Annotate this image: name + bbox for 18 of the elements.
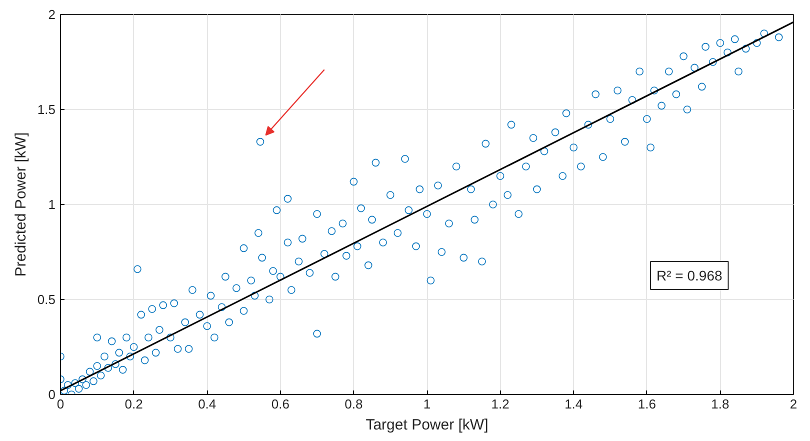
y-tick-label: 0.5 bbox=[37, 292, 56, 307]
x-tick-label: 0.2 bbox=[124, 396, 143, 412]
x-tick-label: 1.2 bbox=[491, 396, 510, 412]
y-tick-label: 1 bbox=[48, 197, 56, 212]
x-tick-label: 1.8 bbox=[711, 396, 730, 412]
x-tick-label: 1 bbox=[423, 396, 431, 412]
x-tick-label: 0.8 bbox=[344, 396, 363, 412]
x-tick-label: 0.4 bbox=[198, 396, 216, 412]
y-axis-title: Predicted Power [kW] bbox=[12, 132, 30, 277]
y-tick-label: 0 bbox=[48, 387, 56, 402]
x-tick-label: 0.6 bbox=[271, 396, 290, 412]
x-axis-title: Target Power [kW] bbox=[366, 416, 488, 434]
y-tick-label: 2 bbox=[48, 7, 56, 22]
y-tick-label: 1.5 bbox=[37, 102, 56, 117]
annotation: R² = 0.968 bbox=[656, 268, 722, 284]
x-tick-label: 1.4 bbox=[564, 396, 583, 412]
x-tick-label: 1.6 bbox=[638, 396, 656, 412]
x-tick-label: 2 bbox=[790, 396, 798, 412]
